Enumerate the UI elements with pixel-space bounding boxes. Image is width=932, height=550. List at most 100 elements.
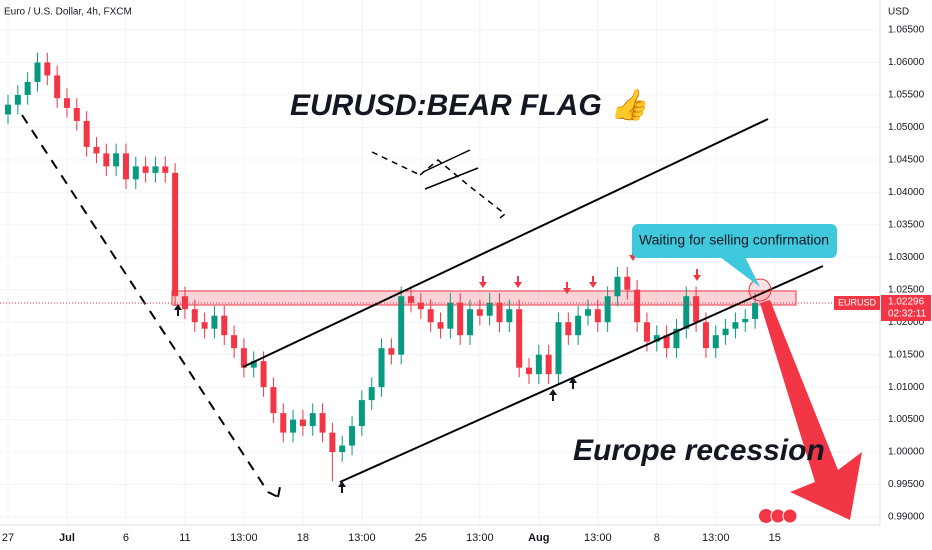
candle-body [329, 432, 336, 453]
candle-body [702, 322, 709, 349]
x-tick-label: 15 [769, 532, 781, 544]
y-tick-label: 1.00000 [888, 447, 925, 458]
flag-line [424, 167, 479, 190]
y-tick-label: 1.06500 [888, 25, 925, 36]
flag-path [371, 151, 507, 219]
candle-body [506, 309, 513, 323]
highlight-circle [748, 278, 772, 302]
candle-body [634, 289, 641, 323]
candle-body [181, 296, 188, 310]
y-tick-label: 1.04000 [888, 187, 925, 198]
candle-body [211, 315, 218, 329]
candle-body [339, 445, 346, 453]
candle-body [5, 104, 11, 115]
candle-body [152, 166, 159, 173]
candle-body [614, 276, 621, 297]
candle-body [467, 309, 474, 336]
candle-body [299, 419, 306, 427]
candle-body [732, 322, 739, 329]
dashed-path [21, 114, 282, 498]
candle-body [172, 172, 179, 297]
candle-body [378, 348, 385, 388]
x-tick-label: 18 [297, 532, 309, 544]
candle-body [290, 419, 297, 433]
arrow-down [479, 276, 487, 288]
candle-body [742, 318, 749, 323]
headline: EURUSD:BEAR FLAG 👍 [290, 87, 651, 122]
candle-body [24, 81, 31, 95]
arrow-up [174, 304, 182, 316]
y-tick-label: 1.03500 [888, 219, 925, 230]
candle-body [54, 75, 61, 99]
candle-body [113, 153, 120, 167]
candle-body [280, 413, 287, 433]
candle-body [752, 302, 759, 319]
arrow-down [514, 276, 522, 288]
x-tick-label: 13:00 [584, 532, 612, 544]
x-tick-label: 6 [123, 532, 129, 544]
candle-body [63, 98, 70, 108]
y-tick-label: 1.05000 [888, 122, 925, 133]
x-tick-label: 13:00 [466, 532, 494, 544]
candle-body [722, 328, 729, 336]
candle-body [162, 166, 169, 173]
price-tag [881, 294, 931, 321]
candle-body [447, 302, 454, 329]
y-tick-label: 1.03000 [888, 252, 925, 263]
candle-body [132, 166, 139, 180]
y-axis-label: USD [888, 7, 909, 18]
down-arrow [760, 300, 862, 520]
candle-body [555, 322, 562, 375]
candle-body [319, 413, 326, 433]
callout-box [632, 224, 837, 258]
candle-body [231, 335, 238, 349]
symbol-tag [834, 295, 880, 310]
symbol-title: Euro / U.S. Dollar, 4h, FXCM [4, 7, 132, 18]
channel-lower [339, 265, 824, 483]
arrow-up [338, 481, 346, 493]
candle-body [34, 62, 41, 82]
y-tick-label: 0.99000 [888, 512, 925, 523]
candle-body [408, 296, 415, 303]
candle-body [624, 276, 631, 290]
grid [0, 0, 880, 525]
candle-body [594, 309, 601, 323]
candle-body [358, 400, 365, 427]
candle-body [486, 302, 493, 316]
x-tick-label: 13:00 [702, 532, 730, 544]
candle-body [535, 354, 542, 375]
icon [782, 508, 798, 524]
symbol-tag-text: EURUSD [838, 297, 877, 307]
candle-body [388, 348, 395, 355]
candle-body [663, 335, 670, 349]
candle-body [693, 296, 700, 323]
icon [759, 509, 773, 523]
callout-text: Waiting for selling confirmation [639, 232, 829, 248]
candle-body [643, 322, 650, 342]
drawings [21, 114, 824, 498]
candle-body [73, 107, 80, 121]
arrow-down [693, 269, 701, 281]
candle-body [496, 302, 503, 323]
currency-icons [759, 508, 798, 524]
arrow-down [563, 282, 571, 294]
callout-pointer [720, 257, 760, 287]
y-tick-label: 1.01500 [888, 349, 925, 360]
candle-body [525, 367, 532, 375]
x-tick-label: 27 [2, 532, 14, 544]
x-tick-label: 13:00 [230, 532, 258, 544]
candle-body [240, 348, 247, 368]
candle-body [565, 322, 572, 336]
x-tick-label: 8 [654, 532, 660, 544]
candle-body [221, 315, 228, 336]
y-tick-label: 1.02000 [888, 317, 925, 328]
axes: 0.99000 0.99500 1.00000 1.00500 1.01000 1.015… [2, 25, 925, 544]
candle-body [575, 315, 582, 336]
y-tick-label: 0.99500 [888, 479, 925, 490]
candle-body [712, 335, 719, 349]
candle-body [250, 361, 257, 368]
y-tick-label: 1.02500 [888, 284, 925, 295]
candle-body [103, 153, 110, 167]
candle-body [201, 322, 208, 329]
candle-body [368, 387, 375, 401]
